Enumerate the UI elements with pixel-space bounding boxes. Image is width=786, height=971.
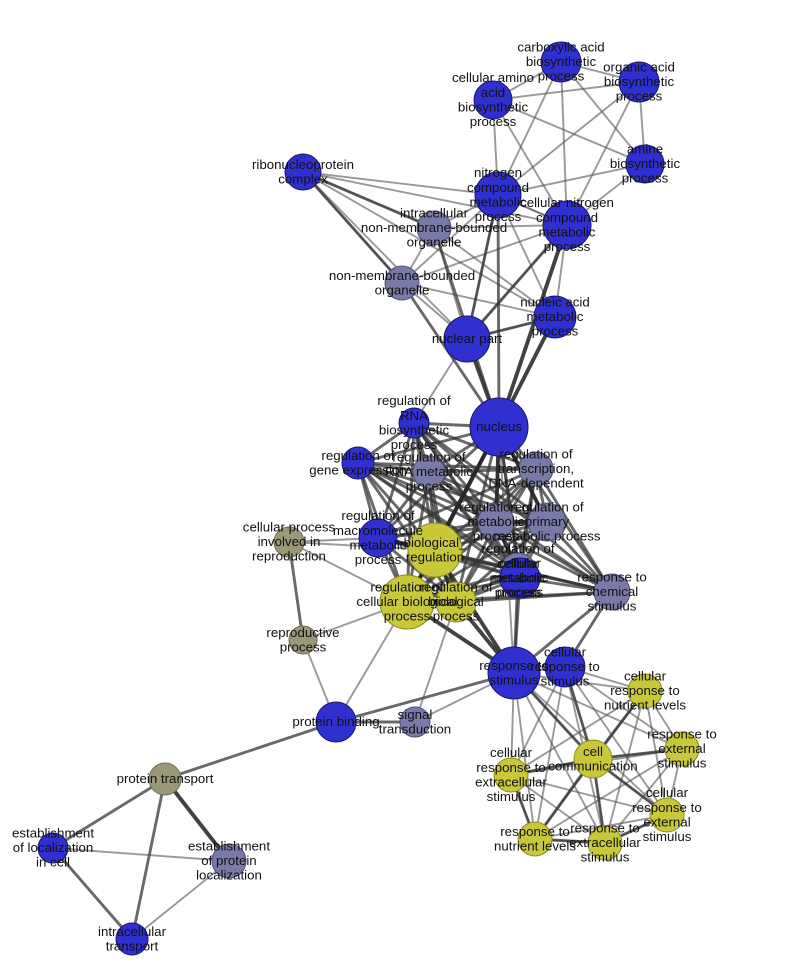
svg-text:protein binding: protein binding (292, 714, 379, 729)
svg-text:nuclear part: nuclear part (432, 331, 503, 346)
svg-text:biological_regulation: biological_ regulation (404, 535, 467, 565)
svg-text:nucleus: nucleus (476, 419, 522, 434)
svg-text:protein transport: protein transport (117, 771, 214, 786)
